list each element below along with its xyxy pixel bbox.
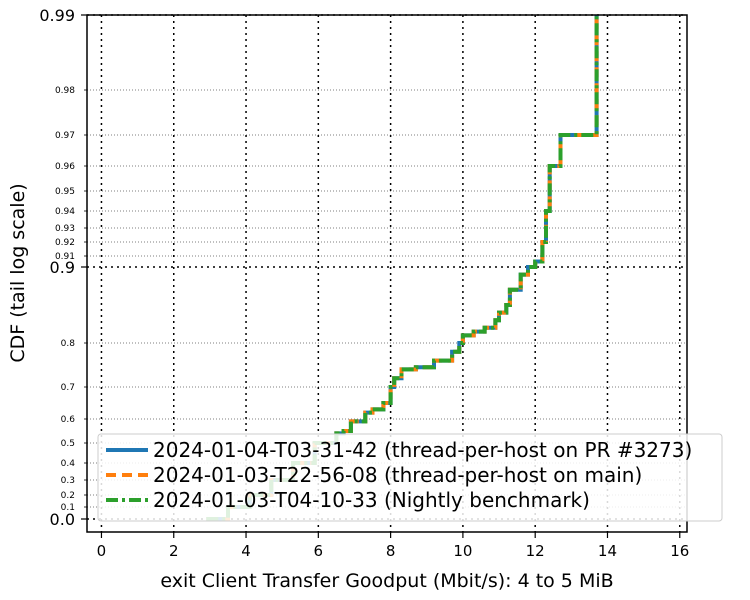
legend-label-3: 2024-01-03-T04-10-33 (Nightly benchmark) xyxy=(153,488,590,512)
y-minor-tick-label: 0.96 xyxy=(55,162,75,172)
y-minor-tick-label: 0.93 xyxy=(55,224,75,234)
y-axis-label: CDF (tail log scale) xyxy=(7,183,29,362)
y-minor-tick-label: 0.3 xyxy=(61,476,75,486)
y-major-tick-label: 0.0 xyxy=(50,510,75,529)
legend: 2024-01-04-T03-31-42 (thread-per-host on… xyxy=(97,433,723,522)
x-tick-label: 16 xyxy=(670,542,689,560)
y-minor-tick-label: 0.95 xyxy=(55,187,75,197)
y-minor-tick-label: 0.98 xyxy=(55,86,75,96)
x-axis-ticks: 0 2 4 6 8 10 12 14 16 xyxy=(97,532,689,560)
x-tick-label: 4 xyxy=(241,542,251,560)
y-minor-tick-label: 0.94 xyxy=(55,207,75,217)
y-minor-tick-label: 0.1 xyxy=(61,503,75,513)
y-minor-tick-label: 0.6 xyxy=(61,415,76,425)
x-tick-label: 0 xyxy=(97,542,107,560)
y-minor-tick-label: 0.92 xyxy=(55,238,75,248)
y-major-tick-label: 0.9 xyxy=(50,258,75,277)
y-minor-tick-label: 0.91 xyxy=(55,252,75,262)
legend-label-1: 2024-01-04-T03-31-42 (thread-per-host on… xyxy=(153,438,692,462)
x-tick-label: 8 xyxy=(386,542,396,560)
x-tick-label: 14 xyxy=(598,542,617,560)
x-tick-label: 2 xyxy=(169,542,179,560)
y-minor-tick-label: 0.5 xyxy=(61,439,75,449)
legend-label-2: 2024-01-03-T22-56-08 (thread-per-host on… xyxy=(153,463,642,487)
x-tick-label: 10 xyxy=(453,542,472,560)
legend-box xyxy=(97,433,723,522)
y-minor-tick-label: 0.8 xyxy=(61,339,76,349)
y-minor-tick-label: 0.7 xyxy=(61,383,75,393)
y-minor-tick-label: 0.2 xyxy=(61,491,75,501)
x-tick-label: 6 xyxy=(314,542,324,560)
y-major-tick-label: 0.99 xyxy=(39,6,75,25)
y-minor-tick-label: 0.4 xyxy=(61,459,76,469)
plot-frame xyxy=(86,14,688,533)
x-tick-label: 12 xyxy=(526,542,545,560)
y-axis-ticks: 0.0 0.9 0.99 0.1 0.2 0.3 0.4 0.5 0.6 0.7 0.8 0.91 0.… xyxy=(39,6,87,529)
x-axis-label: exit Client Transfer Goodput (Mbit/s): 4… xyxy=(160,570,613,592)
y-minor-tick-label: 0.97 xyxy=(55,131,75,141)
